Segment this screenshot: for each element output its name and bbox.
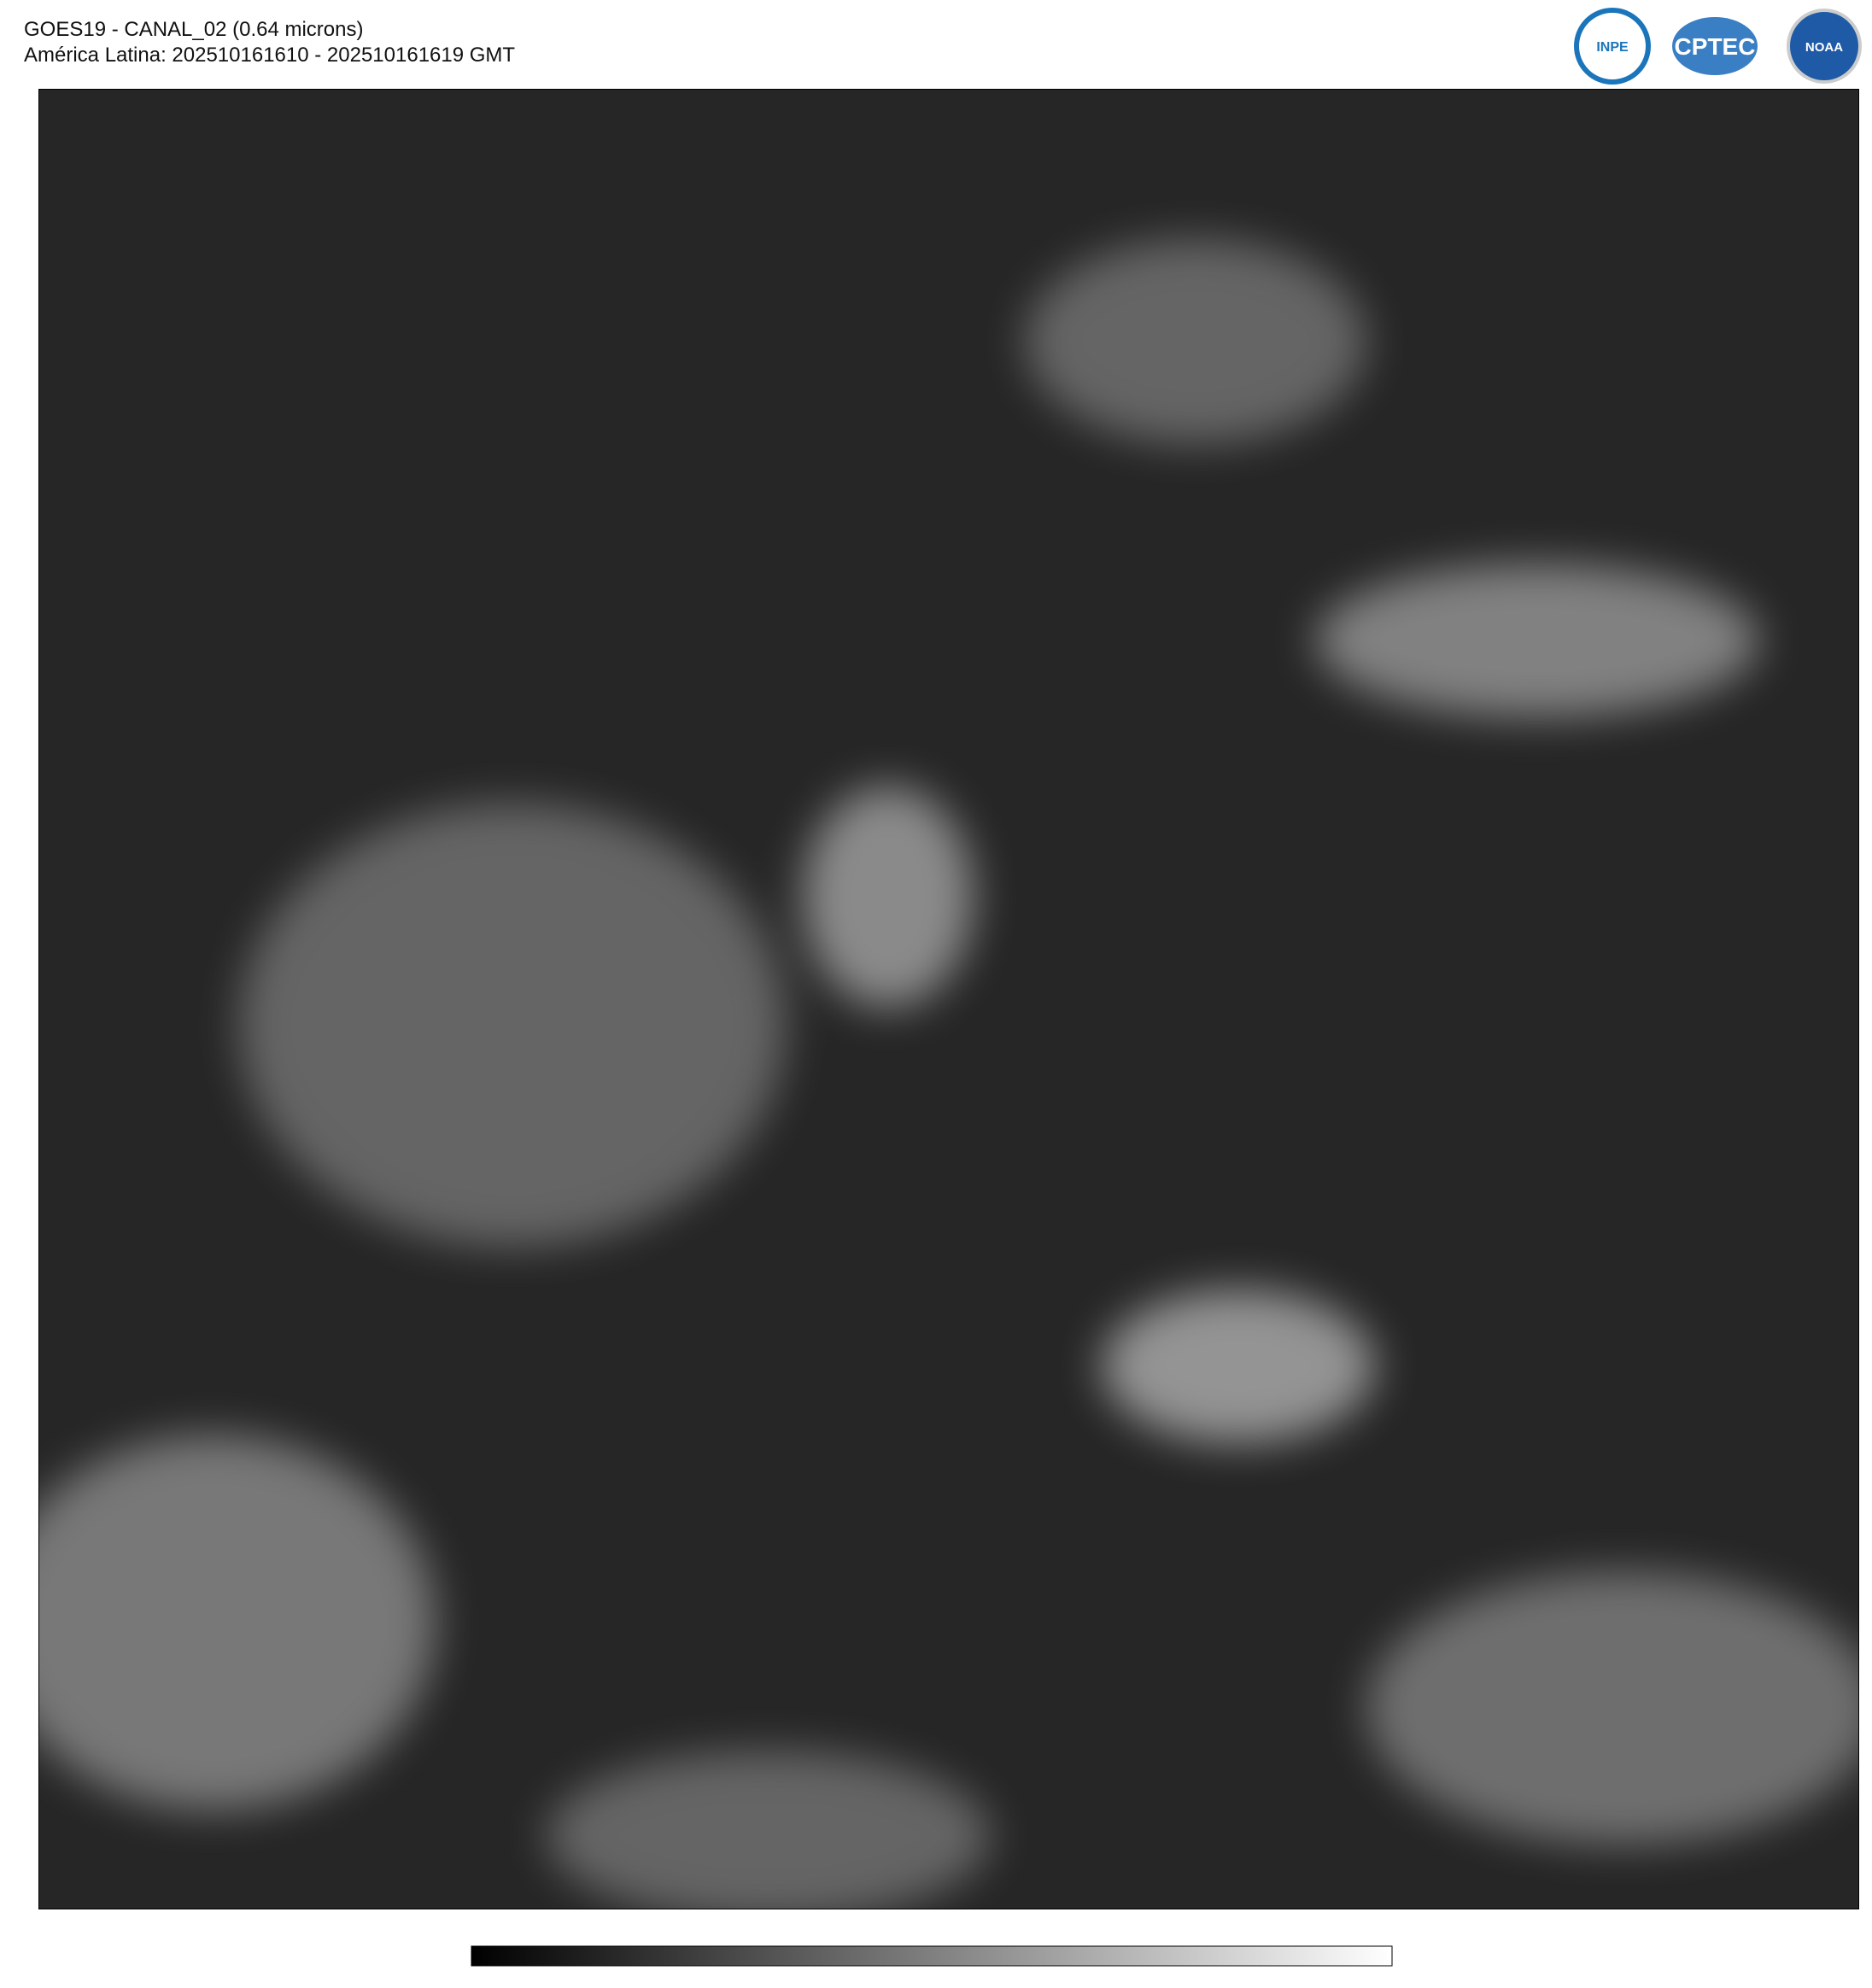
title: GOES19 - CANAL_02 (0.64 microns) [24,18,364,41]
logo-text: INPE [1596,40,1629,55]
logo [1672,17,1758,75]
logo [1787,9,1862,84]
clouds [38,239,1859,1909]
colorbar [471,1945,1393,1967]
logo [1574,8,1651,85]
logo-text: CPTEC [1675,33,1756,60]
logos: INPE CPTEC NOAA [1574,8,1862,85]
map [38,89,1859,1909]
logo-text: NOAA [1805,40,1843,55]
subtitle: América Latina: 202510161610 - 202510161… [24,44,515,67]
